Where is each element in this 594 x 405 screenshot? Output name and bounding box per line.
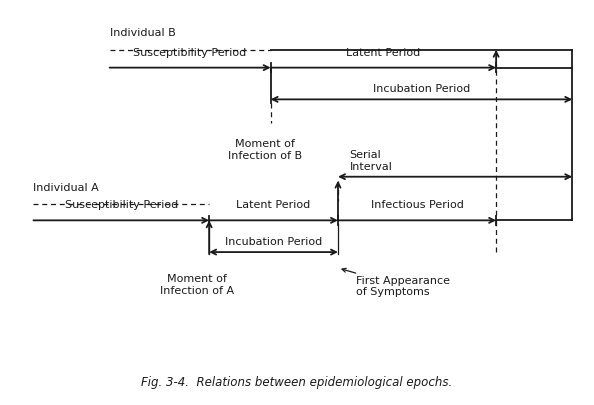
Text: Susceptibility Period: Susceptibility Period [65,200,178,211]
Text: Incubation Period: Incubation Period [225,237,322,247]
Text: Fig. 3-4.  Relations between epidemiological epochs.: Fig. 3-4. Relations between epidemiologi… [141,376,453,389]
Text: First Appearance
of Symptoms: First Appearance of Symptoms [342,269,450,298]
Text: Moment of
Infection of A: Moment of Infection of A [160,274,235,296]
Text: Infectious Period: Infectious Period [371,200,463,211]
Text: Individual B: Individual B [109,28,175,38]
Text: Individual A: Individual A [33,183,99,193]
Text: Moment of
Infection of B: Moment of Infection of B [228,139,302,161]
Text: Incubation Period: Incubation Period [373,84,470,94]
Text: Latent Period: Latent Period [236,200,311,211]
Text: Serial
Interval: Serial Interval [350,150,393,172]
Text: Susceptibility Period: Susceptibility Period [134,48,247,58]
Text: Latent Period: Latent Period [346,48,421,58]
